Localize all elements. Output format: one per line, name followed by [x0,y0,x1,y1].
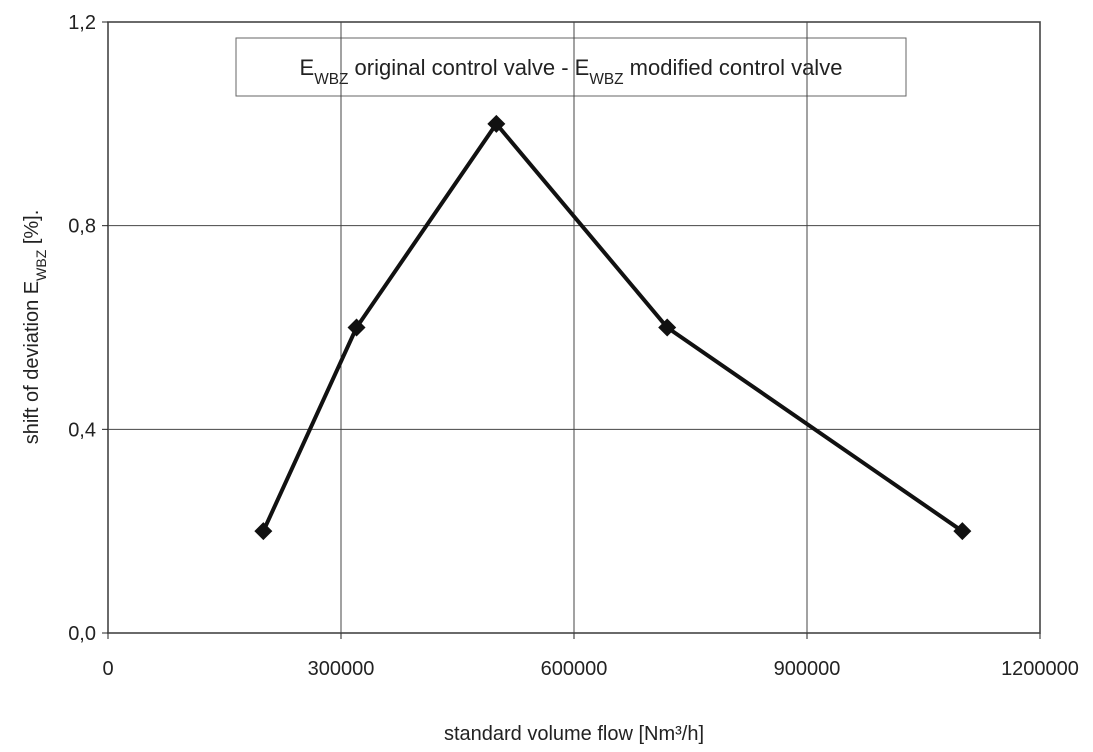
text-part: original control valve - [348,55,574,80]
annotation: EWBZ original control valve - EWBZ modif… [300,55,843,88]
x-tick-label: 600000 [541,658,608,680]
x-tick-label: 0 [102,658,113,680]
text-part: E [300,55,315,80]
y-axis-label: shift of deviation EWBZ [%]. [21,210,49,445]
subscript: WBZ [589,71,623,88]
annotation-box [235,37,907,97]
data-marker [347,318,366,337]
subscript: WBZ [33,249,49,281]
text-part: [%]. [21,210,43,250]
x-tick-label: 300000 [308,658,375,680]
text-part: E [575,55,590,80]
y-tick-label: 0,4 [68,419,96,441]
y-tick-label: 0,0 [68,623,96,645]
y-tick-label: 0,8 [68,216,96,238]
text-part: modified control valve [624,55,843,80]
data-marker [254,522,273,541]
x-axis-label: standard volume flow [Nm³/h] [444,723,704,745]
data-line [261,121,964,533]
text-part: shift of deviation E [21,281,43,444]
y-tick-label: 1,2 [68,12,96,34]
x-tick-label: 1200000 [1001,658,1079,680]
subscript: WBZ [314,71,348,88]
data-marker [658,318,677,337]
x-tick-label: 900000 [774,658,841,680]
data-marker [953,522,972,541]
data-marker [487,114,506,133]
